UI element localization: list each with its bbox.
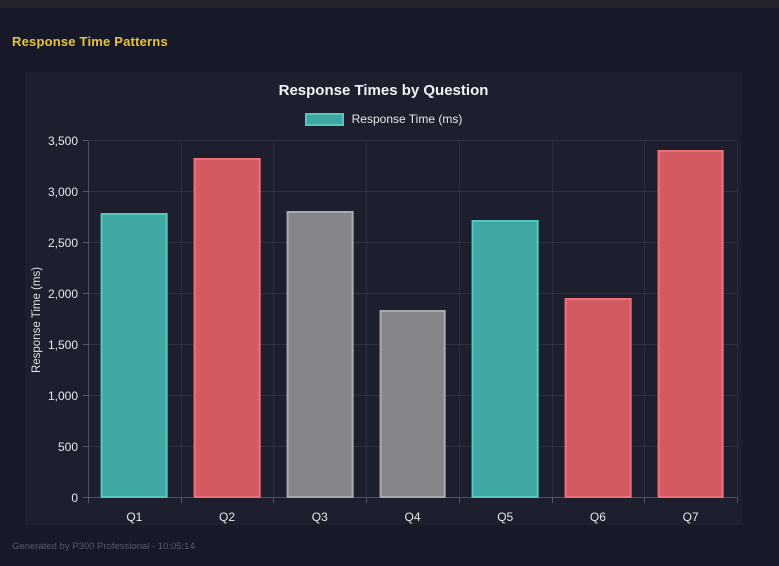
gridline-vertical	[180, 141, 182, 498]
y-tick-label: 2,500	[47, 236, 78, 250]
bar-q2[interactable]	[193, 158, 261, 498]
gridline-vertical	[458, 141, 460, 498]
x-tick-mark	[180, 498, 182, 503]
y-tick-mark	[83, 293, 88, 294]
gridline-horizontal	[88, 140, 737, 141]
y-tick-label: 500	[57, 440, 78, 454]
gridline-vertical	[644, 141, 646, 498]
gridline-vertical	[273, 141, 275, 498]
x-tick-mark	[551, 498, 553, 503]
gridline-vertical	[366, 141, 368, 498]
x-axis-label-q2: Q2	[219, 510, 236, 524]
window-top-strip	[0, 0, 779, 8]
y-tick-label: 1,500	[47, 338, 78, 352]
y-tick-mark	[83, 395, 88, 396]
y-tick-mark	[83, 344, 88, 345]
legend-swatch-icon	[304, 112, 344, 126]
gridline-horizontal	[88, 242, 737, 243]
y-tick-mark	[83, 497, 88, 498]
chart-title: Response Times by Question	[278, 82, 489, 99]
page-title: Response Time Patterns	[12, 34, 168, 49]
x-tick-mark	[366, 498, 368, 503]
x-tick-mark	[737, 498, 738, 503]
y-axis-line	[88, 141, 89, 498]
bar-q5[interactable]	[471, 220, 539, 498]
x-axis-label-q7: Q7	[682, 510, 699, 524]
bar-q7[interactable]	[657, 150, 725, 498]
gridline-horizontal	[88, 191, 737, 192]
y-axis-title: Response Time (ms)	[31, 266, 43, 373]
y-tick-label: 0	[71, 491, 78, 505]
x-tick-mark	[458, 498, 460, 503]
plot-area: 0 500 1,000 1,500 2,000 2,500 3,000 3,500 Q1 Q2 Q3…	[48, 134, 738, 524]
chart-legend[interactable]: Response Time (ms)	[25, 112, 742, 126]
gridline-vertical	[737, 141, 738, 498]
y-tick-label: 3,000	[47, 185, 78, 199]
bar-q6[interactable]	[564, 297, 632, 498]
y-tick-mark	[83, 191, 88, 192]
x-tick-mark	[273, 498, 275, 503]
y-tick-label: 2,000	[47, 287, 78, 301]
x-tick-mark	[88, 498, 89, 503]
chart-panel: Response Times by Question Response Time…	[25, 72, 742, 525]
bar-q3[interactable]	[286, 211, 354, 498]
x-axis-label-q1: Q1	[126, 510, 143, 524]
x-tick-mark	[644, 498, 646, 503]
y-tick-mark	[83, 242, 88, 243]
y-tick-mark	[83, 446, 88, 447]
legend-label: Response Time (ms)	[351, 112, 463, 126]
bar-q1[interactable]	[100, 212, 168, 498]
x-axis-label-q6: Q6	[589, 510, 606, 524]
x-axis-label-q3: Q3	[311, 510, 328, 524]
y-tick-label: 3,500	[47, 134, 78, 148]
gridline-horizontal	[88, 293, 737, 294]
x-axis-label-q4: Q4	[404, 510, 421, 524]
y-tick-mark	[83, 140, 88, 141]
generated-by-note: Generated by P300 Professional - 10:05:1…	[12, 541, 195, 552]
y-tick-label: 1,000	[47, 389, 78, 403]
bar-q4[interactable]	[379, 309, 446, 498]
x-axis-label-q5: Q5	[497, 510, 514, 524]
gridline-vertical	[551, 141, 553, 498]
